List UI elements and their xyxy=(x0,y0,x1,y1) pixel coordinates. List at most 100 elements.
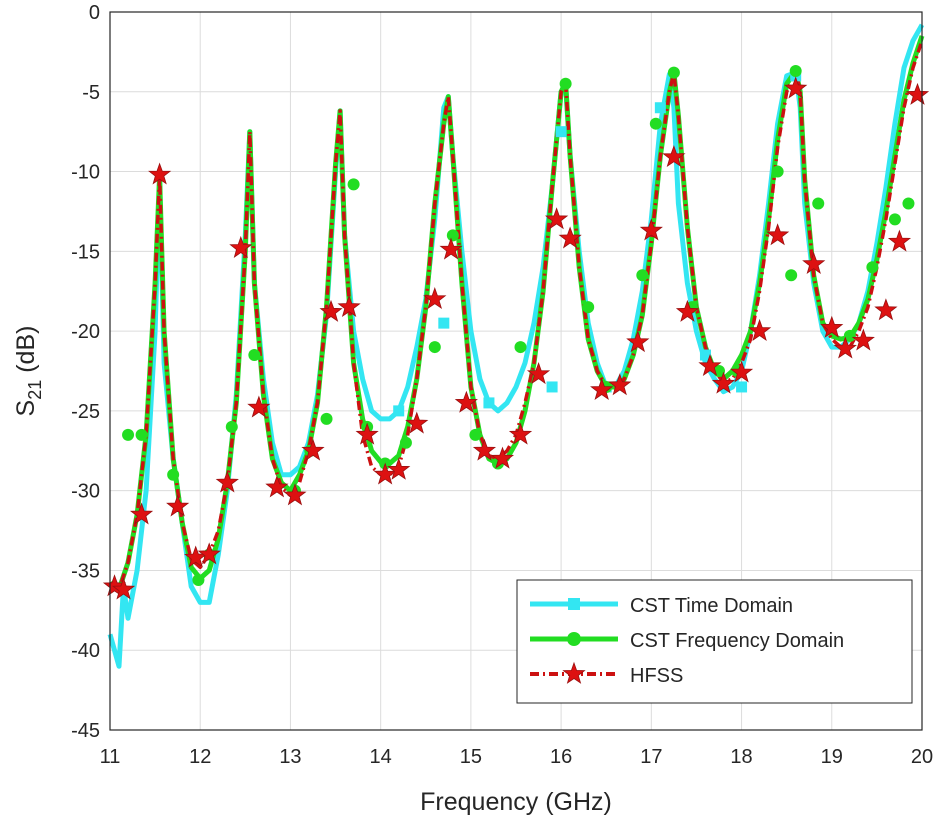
x-tick-label: 19 xyxy=(821,746,843,768)
marker-cst-frequency-domain xyxy=(135,428,148,441)
marker-hfss xyxy=(558,226,582,249)
marker-cst-frequency-domain xyxy=(469,428,482,441)
marker-hfss xyxy=(851,328,875,351)
y-tick-label: -35 xyxy=(71,560,100,582)
marker-cst-time-domain xyxy=(546,381,558,393)
x-tick-label: 17 xyxy=(640,746,662,768)
marker-hfss xyxy=(544,207,569,230)
marker-cst-frequency-domain xyxy=(514,341,527,354)
y-tick-label: -5 xyxy=(82,82,100,104)
marker-hfss xyxy=(526,362,551,385)
marker-cst-frequency-domain xyxy=(636,269,649,282)
marker-cst-time-domain xyxy=(555,126,567,138)
y-axis-label-suffix: (dB) xyxy=(12,326,40,380)
marker-cst-frequency-domain xyxy=(812,197,825,210)
marker-cst-frequency-domain xyxy=(559,77,572,90)
marker-cst-frequency-domain xyxy=(771,165,784,178)
y-tick-label: -15 xyxy=(71,241,100,263)
y-tick-label: -25 xyxy=(71,401,100,423)
marker-hfss xyxy=(820,315,844,338)
marker-cst-frequency-domain xyxy=(902,197,915,210)
marker-cst-frequency-domain xyxy=(192,574,205,587)
marker-cst-frequency-domain xyxy=(225,420,238,433)
marker-hfss xyxy=(387,457,411,480)
marker-hfss xyxy=(887,229,912,252)
marker-hfss xyxy=(490,446,515,469)
legend-marker-square xyxy=(568,598,580,610)
marker-hfss xyxy=(472,438,497,461)
marker-cst-frequency-domain xyxy=(347,178,360,191)
marker-hfss xyxy=(698,354,722,377)
marker-hfss xyxy=(590,377,614,400)
marker-hfss xyxy=(111,577,136,600)
legend-item-cst-time-domain: CST Time Domain xyxy=(530,595,793,617)
marker-cst-frequency-domain xyxy=(649,117,662,130)
marker-hfss xyxy=(454,390,478,413)
x-tick-label: 15 xyxy=(460,746,482,768)
legend-item-hfss: HFSS xyxy=(530,661,683,687)
x-tick-label: 20 xyxy=(911,746,933,768)
marker-hfss xyxy=(247,395,271,418)
y-tick-label: -30 xyxy=(71,481,100,503)
marker-hfss xyxy=(301,438,325,461)
x-tick-labels: 11 12 13 14 15 16 17 18 19 20 xyxy=(100,746,934,768)
marker-cst-frequency-domain xyxy=(582,301,595,314)
marker-hfss xyxy=(639,218,663,241)
marker-cst-frequency-domain xyxy=(428,341,441,354)
marker-cst-frequency-domain xyxy=(789,65,802,78)
marker-cst-time-domain xyxy=(393,405,405,417)
axes-frame xyxy=(109,11,923,731)
marker-cst-frequency-domain xyxy=(446,229,459,242)
legend-item-cst-frequency-domain: CST Frequency Domain xyxy=(530,630,844,652)
series-layer xyxy=(107,23,925,669)
legend-label-hfss: HFSS xyxy=(630,665,683,687)
marker-hfss xyxy=(608,373,632,396)
marker-hfss xyxy=(129,502,154,525)
marker-hfss xyxy=(905,82,930,105)
marker-layer xyxy=(102,65,930,600)
marker-hfss xyxy=(229,235,253,258)
marker-cst-frequency-domain xyxy=(785,269,798,282)
y-tick-label: -40 xyxy=(71,640,100,662)
marker-hfss xyxy=(405,411,429,434)
marker-cst-time-domain xyxy=(483,397,495,409)
marker-hfss xyxy=(439,237,463,260)
x-tick-label: 18 xyxy=(730,746,752,768)
marker-hfss xyxy=(319,299,343,322)
marker-hfss xyxy=(833,336,857,359)
y-axis-label-main: S xyxy=(12,400,40,417)
marker-hfss xyxy=(784,76,808,99)
marker-hfss xyxy=(337,295,361,318)
marker-cst-frequency-domain xyxy=(248,349,261,362)
y-tick-label: 0 xyxy=(89,2,100,24)
y-axis-label-subscript: 21 xyxy=(25,380,45,400)
marker-hfss xyxy=(355,422,379,445)
y-tick-labels: 0 -5 -10 -15 -20 -25 -30 -35 -40 -45 xyxy=(71,2,100,742)
marker-hfss xyxy=(148,162,172,185)
marker-hfss xyxy=(423,286,447,310)
marker-cst-frequency-domain xyxy=(122,428,135,441)
marker-hfss xyxy=(626,330,650,353)
legend: CST Time Domain CST Frequency Domain HFS… xyxy=(516,579,913,704)
marker-hfss xyxy=(729,360,754,383)
marker-cst-frequency-domain xyxy=(843,329,856,342)
marker-cst-frequency-domain xyxy=(320,412,333,425)
y-tick-label: -45 xyxy=(71,720,100,742)
marker-hfss xyxy=(166,494,190,517)
legend-label-cst-frequency-domain: CST Frequency Domain xyxy=(630,630,844,652)
marker-hfss xyxy=(215,470,239,493)
x-tick-label: 14 xyxy=(370,746,392,768)
marker-hfss xyxy=(373,462,397,485)
x-axis-label: Frequency (GHz) xyxy=(420,788,612,816)
marker-cst-time-domain xyxy=(699,349,711,361)
marker-hfss xyxy=(662,145,686,168)
marker-cst-time-domain xyxy=(654,102,666,114)
legend-label-cst-time-domain: CST Time Domain xyxy=(630,595,793,617)
marker-hfss xyxy=(508,422,533,445)
marker-cst-frequency-domain xyxy=(667,66,680,79)
y-tick-label: -10 xyxy=(71,162,100,184)
y-tick-label: -20 xyxy=(71,321,100,343)
legend-marker-star xyxy=(562,661,586,684)
marker-cst-frequency-domain xyxy=(167,468,180,481)
